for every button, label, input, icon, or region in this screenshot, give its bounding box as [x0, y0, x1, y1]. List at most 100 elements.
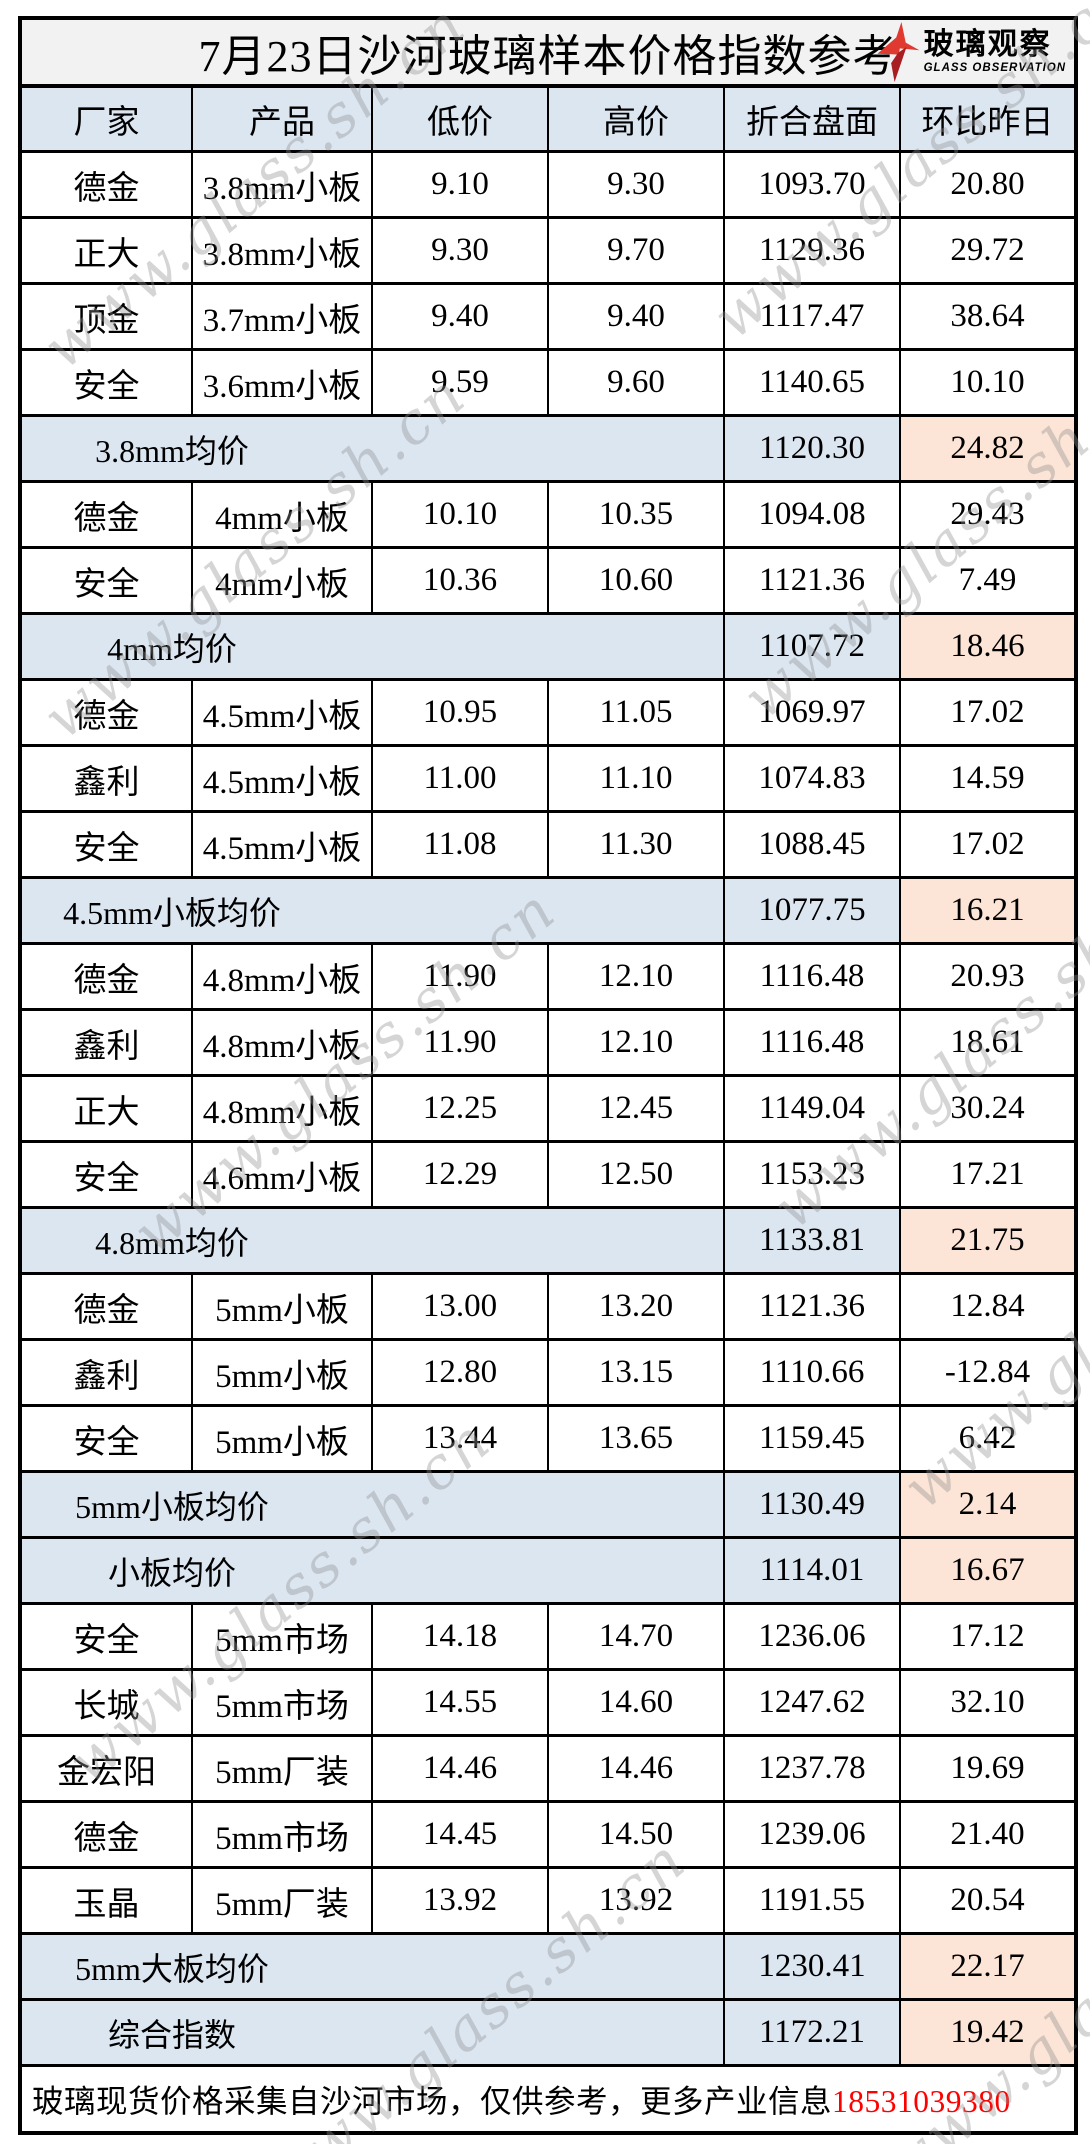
table-row: 安全 4.6mm小板 12.29 12.50 1153.23 17.21 [19, 1140, 1078, 1209]
pan-value-cell: 1130.49 [723, 1470, 901, 1539]
pan-value-cell: 1074.83 [723, 744, 901, 813]
low-price-cell: 14.45 [371, 1800, 549, 1869]
high-price-cell: 12.10 [547, 942, 725, 1011]
low-price-cell: 13.00 [371, 1272, 549, 1341]
summary-label: 综合指数 [107, 2016, 236, 2053]
product-cell: 4.5mm小板 [191, 810, 373, 879]
table-row: 正大 4.8mm小板 12.25 12.45 1149.04 30.24 [19, 1074, 1078, 1143]
high-price-cell: 11.30 [547, 810, 725, 879]
factory-cell: 鑫利 [19, 744, 193, 813]
change-cell: 17.02 [898, 810, 1078, 879]
low-price-cell: 9.59 [371, 348, 549, 417]
pan-value-cell: 1159.45 [723, 1404, 901, 1473]
pan-value-cell: 1093.70 [723, 150, 901, 219]
factory-cell: 德金 [19, 678, 193, 747]
summary-label-cell: 综合指数 [19, 1998, 725, 2067]
product-cell: 4.6mm小板 [191, 1140, 373, 1209]
high-price-cell: 9.30 [547, 150, 725, 219]
factory-cell: 德金 [19, 480, 193, 549]
change-cell: 17.21 [898, 1140, 1078, 1209]
change-cell: 24.82 [898, 414, 1078, 483]
product-cell: 4.8mm小板 [191, 1008, 373, 1077]
table-row: 德金 5mm小板 13.00 13.20 1121.36 12.84 [19, 1272, 1078, 1341]
factory-cell: 德金 [19, 150, 193, 219]
product-cell: 5mm市场 [191, 1668, 373, 1737]
pan-value-cell: 1107.72 [723, 612, 901, 681]
table-row: 德金 4.8mm小板 11.90 12.10 1116.48 20.93 [19, 942, 1078, 1011]
high-price-cell: 12.50 [547, 1140, 725, 1209]
change-cell: 17.12 [898, 1602, 1078, 1671]
change-cell: 21.40 [898, 1800, 1078, 1869]
high-price-cell: 10.35 [547, 480, 725, 549]
table-row: 德金 4.5mm小板 10.95 11.05 1069.97 17.02 [19, 678, 1078, 747]
change-cell: 30.24 [898, 1074, 1078, 1143]
pan-value-cell: 1069.97 [723, 678, 901, 747]
pan-value-cell: 1230.41 [723, 1932, 901, 2001]
product-cell: 3.6mm小板 [191, 348, 373, 417]
factory-cell: 鑫利 [19, 1338, 193, 1407]
summary-label: 4.8mm均价 [95, 1224, 249, 1261]
pan-value-cell: 1094.08 [723, 480, 901, 549]
change-cell: 16.67 [898, 1536, 1078, 1605]
low-price-cell: 10.95 [371, 678, 549, 747]
change-cell: 21.75 [898, 1206, 1078, 1275]
change-cell: 32.10 [898, 1668, 1078, 1737]
summary-label: 5mm小板均价 [75, 1488, 269, 1525]
factory-cell: 安全 [19, 1404, 193, 1473]
low-price-cell: 13.44 [371, 1404, 549, 1473]
pan-value-cell: 1110.66 [723, 1338, 901, 1407]
product-cell: 5mm厂装 [191, 1734, 373, 1803]
change-cell: 19.69 [898, 1734, 1078, 1803]
summary-row: 4.5mm小板均价 1077.75 16.21 [19, 876, 1078, 945]
table-row: 鑫利 4.5mm小板 11.00 11.10 1074.83 14.59 [19, 744, 1078, 813]
product-cell: 4.8mm小板 [191, 942, 373, 1011]
high-price-cell: 13.92 [547, 1866, 725, 1935]
brand-logo: 玻璃观察 GLASS OBSERVATION [876, 22, 1066, 82]
price-table: 7月23日沙河玻璃样本价格指数参考 玻璃观察 GLASS OBSERVATION [18, 16, 1079, 2135]
product-cell: 4mm小板 [191, 546, 373, 615]
logo-name-cn: 玻璃观察 [923, 27, 1052, 61]
product-cell: 3.7mm小板 [191, 282, 373, 351]
pan-value-cell: 1114.01 [723, 1536, 901, 1605]
product-cell: 5mm小板 [191, 1272, 373, 1341]
change-cell: 20.54 [898, 1866, 1078, 1935]
factory-cell: 德金 [19, 1800, 193, 1869]
low-price-cell: 12.25 [371, 1074, 549, 1143]
table-row: 长城 5mm市场 14.55 14.60 1247.62 32.10 [19, 1668, 1078, 1737]
low-price-cell: 14.18 [371, 1602, 549, 1671]
pan-value-cell: 1077.75 [723, 876, 901, 945]
change-cell: 6.42 [898, 1404, 1078, 1473]
change-cell: 16.21 [898, 876, 1078, 945]
factory-cell: 德金 [19, 1272, 193, 1341]
factory-cell: 德金 [19, 942, 193, 1011]
high-price-cell: 14.50 [547, 1800, 725, 1869]
table-row: 安全 4.5mm小板 11.08 11.30 1088.45 17.02 [19, 810, 1078, 879]
high-price-cell: 10.60 [547, 546, 725, 615]
high-price-cell: 13.65 [547, 1404, 725, 1473]
footer-phone: 18531039380 [832, 2084, 1011, 2119]
low-price-cell: 11.90 [371, 1008, 549, 1077]
table-row: 顶金 3.7mm小板 9.40 9.40 1117.47 38.64 [19, 282, 1078, 351]
pan-value-cell: 1149.04 [723, 1074, 901, 1143]
summary-label-cell: 小板均价 [19, 1536, 725, 1605]
change-cell: 29.43 [898, 480, 1078, 549]
pan-value-cell: 1140.65 [723, 348, 901, 417]
low-price-cell: 14.46 [371, 1734, 549, 1803]
footer-note: 玻璃现货价格采集自沙河市场，仅供参考，更多产业信息 [32, 2084, 833, 2119]
low-price-cell: 11.90 [371, 942, 549, 1011]
change-cell: 19.42 [898, 1998, 1078, 2067]
summary-row: 5mm小板均价 1130.49 2.14 [19, 1470, 1078, 1539]
table-row: 玉晶 5mm厂装 13.92 13.92 1191.55 20.54 [19, 1866, 1078, 1935]
change-cell: 2.14 [898, 1470, 1078, 1539]
change-cell: 7.49 [898, 546, 1078, 615]
pan-value-cell: 1116.48 [723, 942, 901, 1011]
low-price-cell: 10.36 [371, 546, 549, 615]
summary-label: 小板均价 [107, 1554, 236, 1591]
product-cell: 4mm小板 [191, 480, 373, 549]
pan-value-cell: 1121.36 [723, 546, 901, 615]
factory-cell: 顶金 [19, 282, 193, 351]
product-cell: 5mm市场 [191, 1800, 373, 1869]
low-price-cell: 9.10 [371, 150, 549, 219]
pan-value-cell: 1247.62 [723, 1668, 901, 1737]
